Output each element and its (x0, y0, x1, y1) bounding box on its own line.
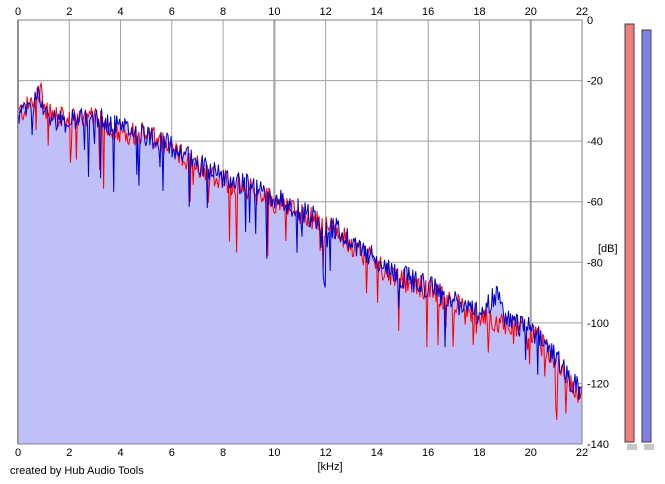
y-tick-label: -80 (587, 257, 603, 269)
y-tick-label: 0 (587, 15, 593, 27)
x-tick-label-bottom: 12 (320, 447, 332, 459)
x-axis-top-ticks: 0 2 4 6 8 10 12 14 16 18 20 22 (15, 6, 588, 18)
y-tick-label: -140 (587, 439, 609, 451)
plot-frame (17, 19, 583, 445)
x-tick-label-bottom: 20 (525, 447, 537, 459)
y-tick-label: -120 (587, 378, 609, 390)
y-tick-label: -20 (587, 76, 603, 88)
x-tick-label-bottom: 4 (117, 447, 123, 459)
credit-text: created by Hub Audio Tools (10, 465, 144, 477)
y-tick-label: -40 (587, 136, 603, 148)
x-tick-label-top: 2 (66, 6, 72, 18)
series-right-channel-line (17, 85, 583, 400)
x-tick-label-bottom: 6 (169, 447, 175, 459)
x-tick-label-top: 6 (169, 6, 175, 18)
y-axis-ticks: 0 -20 -40 -60 -80 -100 -120 -140 (587, 15, 609, 451)
x-tick-label-top: 22 (576, 6, 588, 18)
y-axis-label: [dB] (598, 243, 618, 255)
level-meter-right (641, 29, 654, 450)
series-left-channel-line (17, 81, 583, 420)
x-tick-label-top: 18 (473, 6, 485, 18)
y-tick-label: -60 (587, 197, 603, 209)
x-tick-label-top: 10 (268, 6, 280, 18)
x-tick-label-top: 8 (220, 6, 226, 18)
x-tick-label-top: 16 (422, 6, 434, 18)
spectrum-fill-area (18, 83, 582, 445)
y-tick-label: -100 (587, 318, 609, 330)
x-tick-label-bottom: 22 (576, 447, 588, 459)
x-axis-label: [kHz] (317, 461, 342, 473)
level-meter-left (624, 23, 637, 450)
x-tick-label-top: 4 (117, 6, 123, 18)
x-tick-label-top: 20 (525, 6, 537, 18)
x-tick-label-bottom: 8 (220, 447, 226, 459)
x-tick-label-bottom: 0 (15, 447, 21, 459)
x-axis-bottom-ticks: 0 2 4 6 8 10 12 14 16 18 20 22 (15, 447, 588, 459)
x-tick-label-bottom: 16 (422, 447, 434, 459)
x-tick-label-bottom: 14 (371, 447, 383, 459)
x-tick-label-top: 0 (15, 6, 21, 18)
x-tick-label-top: 12 (320, 6, 332, 18)
x-tick-label-bottom: 18 (473, 447, 485, 459)
x-tick-label-bottom: 10 (268, 447, 280, 459)
x-tick-label-bottom: 2 (66, 447, 72, 459)
x-tick-label-top: 14 (371, 6, 383, 18)
